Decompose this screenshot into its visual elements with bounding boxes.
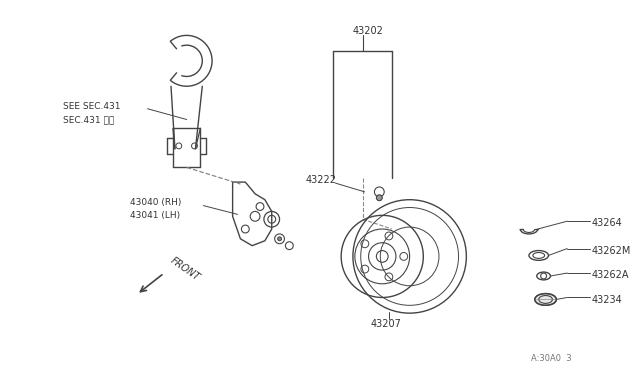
Text: A:30A0  3: A:30A0 3 xyxy=(531,354,572,363)
Text: 43262A: 43262A xyxy=(591,270,629,280)
Text: 43041 (LH): 43041 (LH) xyxy=(130,211,180,221)
Circle shape xyxy=(278,237,282,241)
Text: FRONT: FRONT xyxy=(169,256,202,283)
Text: 43262M: 43262M xyxy=(591,246,631,256)
Text: 43234: 43234 xyxy=(591,295,622,305)
Text: 43264: 43264 xyxy=(591,218,622,228)
Text: 43207: 43207 xyxy=(371,319,401,329)
Text: 43222: 43222 xyxy=(306,175,337,185)
Text: 43040 (RH): 43040 (RH) xyxy=(130,198,181,207)
Text: 43202: 43202 xyxy=(353,26,384,36)
Text: SEC.431 参照: SEC.431 参照 xyxy=(63,116,115,125)
Circle shape xyxy=(376,195,382,201)
Text: SEE SEC.431: SEE SEC.431 xyxy=(63,102,121,111)
Ellipse shape xyxy=(535,294,556,305)
